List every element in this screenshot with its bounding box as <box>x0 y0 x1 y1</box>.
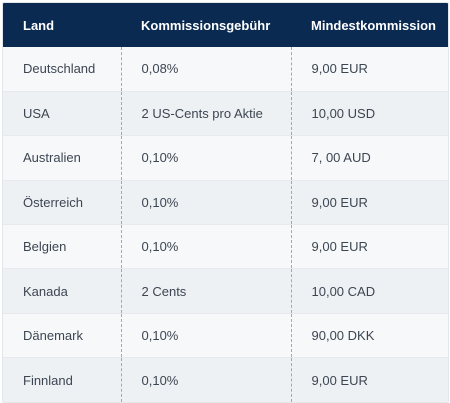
cell-country: Australien <box>3 135 122 181</box>
table-row: Deutschland 0,08% 9,00 EUR <box>3 47 448 92</box>
cell-fee: 2 Cents <box>121 268 292 314</box>
cell-country: Dänemark <box>3 313 122 359</box>
table-row: Australien 0,10% 7, 00 AUD <box>3 135 448 181</box>
cell-fee: 0,10% <box>121 224 292 270</box>
cell-min-commission: 9,00 EUR <box>291 224 448 270</box>
cell-fee: 0,10% <box>121 180 292 226</box>
cell-min-commission: 10,00 CAD <box>291 268 448 314</box>
table-row: Kanada 2 Cents 10,00 CAD <box>3 268 448 314</box>
cell-fee: 0,10% <box>121 357 292 402</box>
cell-country: Deutschland <box>3 47 122 92</box>
cell-min-commission: 90,00 DKK <box>291 313 448 359</box>
header-kommissionsgebuehr: Kommissionsgebühr <box>141 17 271 33</box>
cell-fee: 0,10% <box>121 313 292 359</box>
table-row: Finnland 0,10% 9,00 EUR <box>3 357 448 402</box>
cell-fee: 2 US-Cents pro Aktie <box>121 91 292 137</box>
table-body: Deutschland 0,08% 9,00 EUR USA 2 US-Cent… <box>3 47 448 402</box>
cell-fee: 0,08% <box>121 47 292 92</box>
cell-min-commission: 7, 00 AUD <box>291 135 448 181</box>
table-row: Belgien 0,10% 9,00 EUR <box>3 224 448 270</box>
header-mindestkommission: Mindestkommission <box>311 17 436 33</box>
table-header: Land Kommissionsgebühr Mindestkommission <box>3 3 448 47</box>
cell-country: Belgien <box>3 224 122 270</box>
cell-min-commission: 10,00 USD <box>291 91 448 137</box>
cell-country: USA <box>3 91 122 137</box>
table-row: Österreich 0,10% 9,00 EUR <box>3 180 448 226</box>
cell-country: Kanada <box>3 268 122 314</box>
cell-min-commission: 9,00 EUR <box>291 47 448 92</box>
header-land: Land <box>23 17 55 33</box>
cell-country: Österreich <box>3 180 122 226</box>
table-row: USA 2 US-Cents pro Aktie 10,00 USD <box>3 91 448 137</box>
commission-table-grid: Land Kommissionsgebühr Mindestkommission… <box>3 3 448 402</box>
cell-country: Finnland <box>3 357 122 402</box>
cell-min-commission: 9,00 EUR <box>311 372 368 388</box>
table-row: Dänemark 0,10% 90,00 DKK <box>3 313 448 359</box>
cell-fee: 0,10% <box>121 135 292 181</box>
cell-min-commission: 9,00 EUR <box>291 180 448 226</box>
header-row: Land Kommissionsgebühr Mindestkommission <box>3 3 448 47</box>
